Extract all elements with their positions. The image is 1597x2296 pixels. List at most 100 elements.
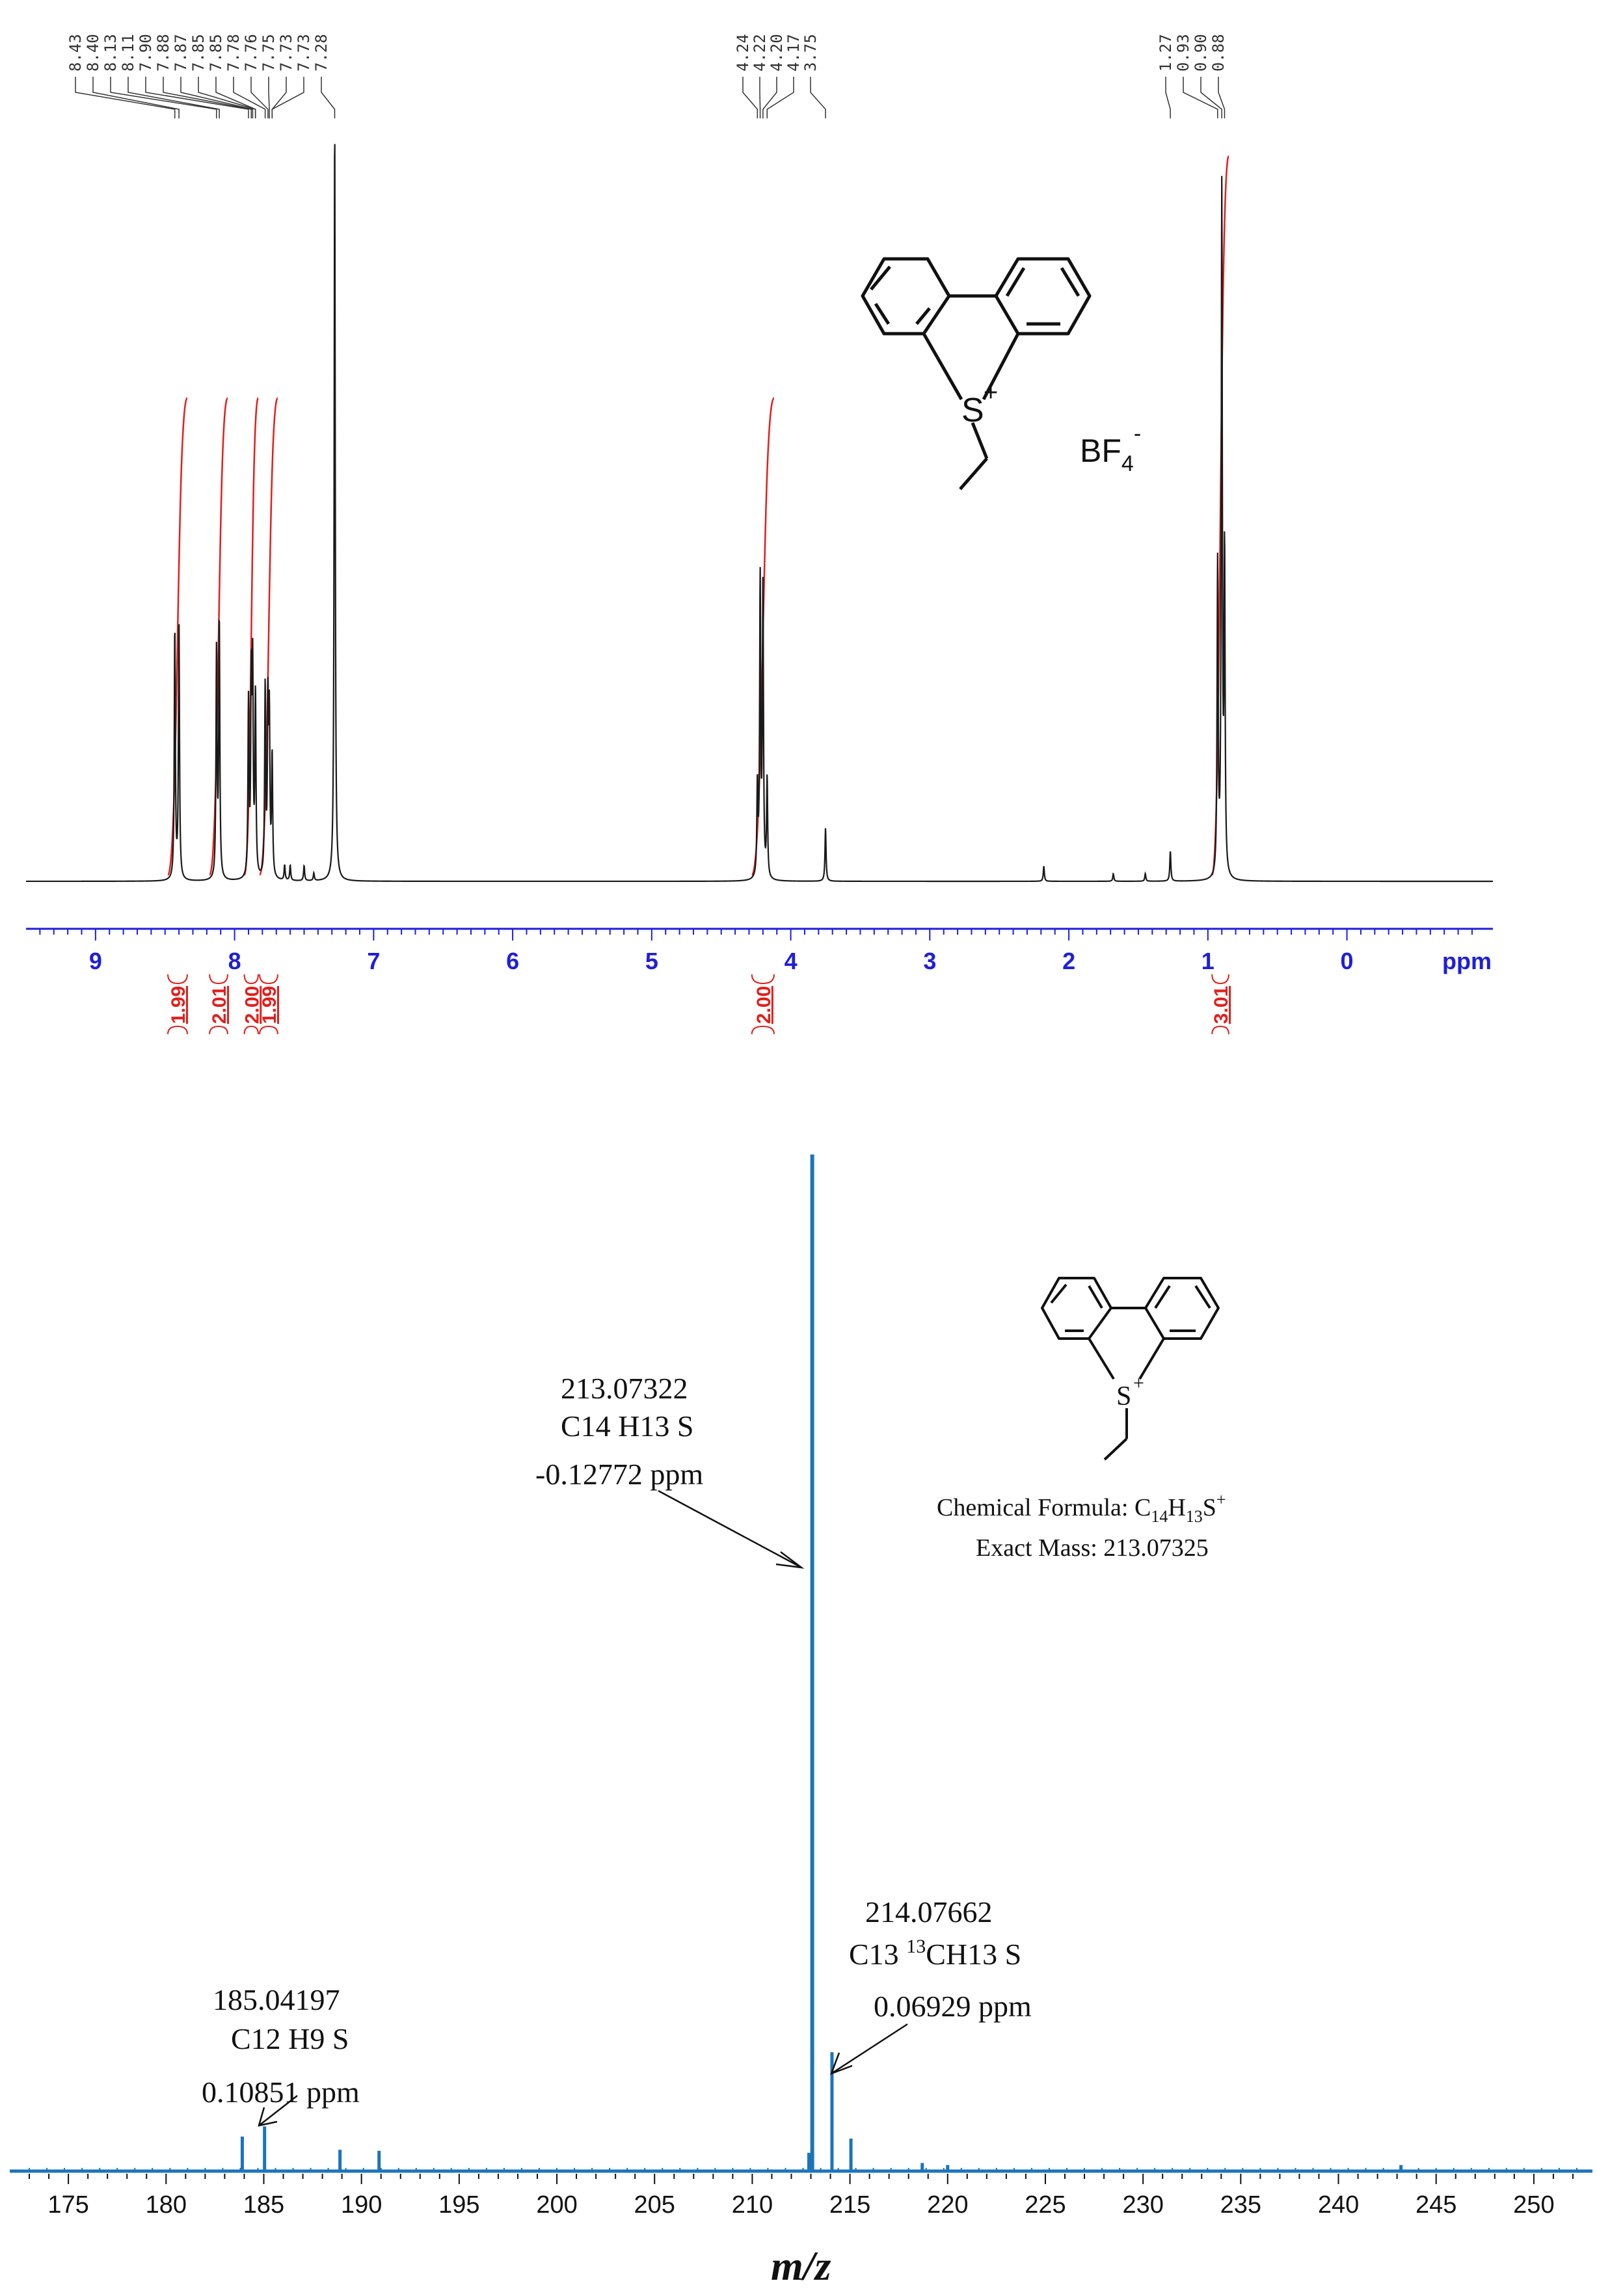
nmr-peak-label: 7.90 bbox=[137, 34, 155, 72]
ms-annotation-213-error: -0.12772 ppm bbox=[535, 1458, 703, 1491]
nmr-peak-leader bbox=[163, 77, 252, 118]
nmr-structure-double-bond bbox=[1005, 267, 1026, 297]
nmr-peak-label: 7.28 bbox=[312, 34, 330, 72]
nmr-peak-label: 8.11 bbox=[119, 34, 137, 72]
nmr-tick-label: 5 bbox=[645, 948, 658, 974]
counterion-text: BF bbox=[1080, 433, 1121, 469]
nmr-peak-label: 7.76 bbox=[242, 34, 260, 72]
ms-structure-charge: + bbox=[1133, 1372, 1144, 1394]
nmr-peak-labels: 8.43 8.40 8.13 8.11 7.90 7.88 7.87 7.85 7.85 7.78… bbox=[66, 34, 1228, 118]
nmr-peak-label: 7.85 bbox=[189, 34, 208, 72]
nmr-structure-right-ring bbox=[994, 257, 1092, 336]
formula-h: H bbox=[1168, 1494, 1185, 1521]
nmr-structure-double-bond bbox=[1060, 267, 1080, 297]
nmr-peak-leader bbox=[1200, 77, 1222, 118]
nmr-peak-leader bbox=[321, 77, 336, 118]
nmr-integral-bracket bbox=[243, 974, 259, 985]
formula-charge: + bbox=[1216, 1490, 1226, 1509]
ms-annotation-213-mz: 213.07322 bbox=[561, 1372, 688, 1405]
nmr-peak-leader bbox=[271, 77, 287, 118]
nmr-spectrum-trace bbox=[26, 144, 1493, 883]
nmr-peak-leader bbox=[233, 77, 266, 118]
nmr-peak-leader bbox=[180, 77, 254, 118]
nmr-structure-double-bond bbox=[874, 302, 891, 325]
nmr-integral-bracket bbox=[1211, 974, 1229, 985]
nmr-structure-double-bond bbox=[870, 265, 891, 291]
ms-tick-label: 240 bbox=[1318, 2191, 1359, 2219]
nmr-peak-label: 7.85 bbox=[207, 34, 225, 72]
ms-tick-label: 185 bbox=[243, 2191, 284, 2219]
nmr-peak-label: 4.17 bbox=[785, 34, 803, 72]
ms-annotation-185-formula: C12 H9 S bbox=[231, 2022, 349, 2055]
nmr-integral-value: 1.99 bbox=[168, 986, 189, 1024]
nmr-integral-value: 2.01 bbox=[209, 986, 230, 1024]
nmr-peak-leader bbox=[215, 77, 256, 118]
formula-s: S bbox=[1203, 1494, 1216, 1521]
nmr-integral-bracket bbox=[243, 1025, 259, 1035]
ms-tick-label: 215 bbox=[829, 2191, 870, 2219]
ms-tick-label: 210 bbox=[732, 2191, 773, 2219]
nmr-peak-label: 8.40 bbox=[84, 34, 102, 72]
nmr-integral-labels: 1.99 2.01 2.001.99 2.00 3.01 bbox=[167, 974, 1232, 1035]
ms-annotation-214-isotope: 13 bbox=[906, 1936, 926, 1957]
nmr-tick-label: 0 bbox=[1341, 948, 1354, 974]
nmr-tick-label: 1 bbox=[1201, 948, 1215, 974]
nmr-integral-bracket bbox=[209, 1025, 228, 1035]
nmr-structure-sulfur: S bbox=[961, 392, 984, 429]
nmr-tick-label: 9 bbox=[89, 948, 102, 974]
nmr-spectrum-panel: 8.43 8.40 8.13 8.11 7.90 7.88 7.87 7.85 7.85 7.78… bbox=[26, 34, 1493, 1035]
nmr-integral-bracket bbox=[209, 974, 228, 985]
nmr-peak-label: 4.22 bbox=[751, 34, 769, 72]
ms-tick-label: 235 bbox=[1220, 2191, 1261, 2219]
nmr-integral-curve bbox=[167, 397, 189, 876]
ms-peaks bbox=[10, 1155, 1592, 2173]
ms-structure-double-bond bbox=[1088, 1285, 1103, 1309]
nmr-peak-label: 7.73 bbox=[295, 34, 313, 72]
nmr-peak-leader bbox=[145, 77, 249, 118]
exact-mass-label: Exact Mass: 213.07325 bbox=[976, 1534, 1209, 1562]
ms-tick-label: 175 bbox=[47, 2191, 88, 2219]
nmr-integral-bracket bbox=[167, 1025, 188, 1035]
nmr-tick-label: 7 bbox=[367, 948, 380, 974]
ms-structure-bond bbox=[1088, 1337, 1115, 1380]
ms-tick-label: 195 bbox=[438, 2191, 479, 2219]
nmr-peak-leader bbox=[1165, 77, 1171, 118]
ms-spectrum-panel: 175 180 185 190 195 200 205 210 215 220 225 230 235 2… bbox=[10, 1155, 1592, 2289]
nmr-peak-label: 7.73 bbox=[277, 34, 295, 72]
nmr-integral-bracket bbox=[1211, 1025, 1229, 1035]
ms-tick-label: 230 bbox=[1122, 2191, 1163, 2219]
chemical-formula-line: Chemical Formula: C14H13S+ bbox=[937, 1490, 1226, 1526]
nmr-x-axis: 9 8 7 6 5 4 3 2 1 0 ppm bbox=[26, 928, 1493, 974]
nmr-tick-label: 3 bbox=[923, 948, 936, 974]
counterion-label: BF4- bbox=[1080, 421, 1141, 476]
ms-tick-label: 225 bbox=[1025, 2191, 1066, 2219]
nmr-structure-bond bbox=[922, 332, 963, 401]
ms-tick-label: 180 bbox=[146, 2191, 187, 2219]
ms-structure-double-bond bbox=[1194, 1285, 1211, 1309]
nmr-tick-label: 2 bbox=[1062, 948, 1075, 974]
nmr-peak-leader bbox=[92, 77, 180, 118]
nmr-integral-value: 3.01 bbox=[1211, 986, 1232, 1024]
nmr-structure-left-ring bbox=[861, 257, 951, 336]
nmr-structure-charge: + bbox=[984, 379, 998, 407]
ms-annotation-214-formula: C13 13CH13 S bbox=[849, 1936, 1021, 1971]
nmr-peak-leader bbox=[127, 77, 220, 118]
nmr-structure-bond bbox=[982, 332, 1020, 401]
counterion-subscript: 4 bbox=[1121, 451, 1134, 476]
nmr-integral-bracket bbox=[259, 1025, 278, 1035]
nmr-structure bbox=[861, 257, 1092, 490]
nmr-tick-label: 6 bbox=[506, 948, 519, 974]
nmr-peak-label: 8.13 bbox=[101, 34, 120, 72]
ms-tick-label: 245 bbox=[1416, 2191, 1456, 2219]
ms-structure-double-bond bbox=[1050, 1283, 1067, 1304]
nmr-peak-label: 1.27 bbox=[1157, 34, 1175, 72]
ms-annotation-214-formula-post: CH13 S bbox=[926, 1938, 1021, 1971]
nmr-peak-leader bbox=[75, 77, 176, 118]
ms-tick-label: 250 bbox=[1513, 2191, 1554, 2219]
ms-x-axis: 175 180 185 190 195 200 205 210 215 220 225 230 235 2… bbox=[29, 2174, 1574, 2219]
nmr-integral-value: 2.00 bbox=[753, 986, 775, 1024]
chemical-formula-label: Chemical Formula: bbox=[937, 1494, 1134, 1521]
ms-structure-double-bond bbox=[1154, 1285, 1171, 1309]
ms-structure bbox=[1041, 1277, 1220, 1461]
nmr-peak-label: 4.24 bbox=[734, 34, 752, 72]
